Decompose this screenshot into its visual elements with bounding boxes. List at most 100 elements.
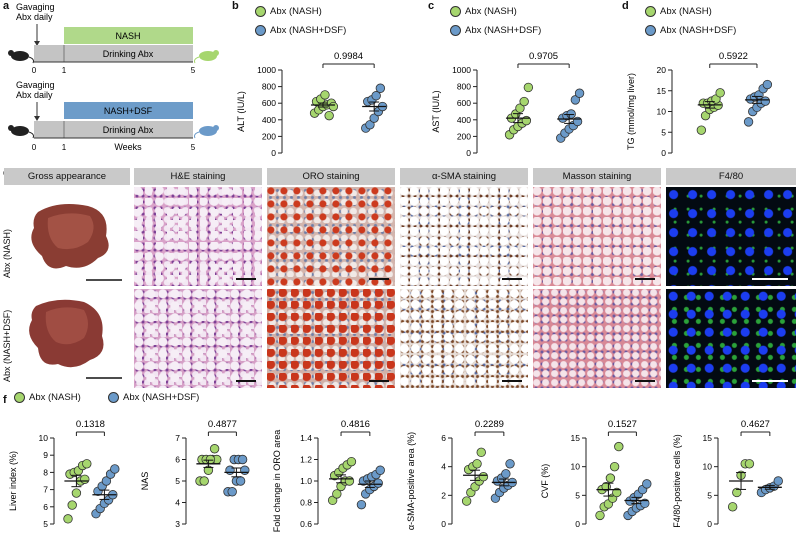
gavage-text-2b: Abx daily	[16, 90, 53, 100]
legend-dot-nash	[450, 5, 461, 17]
p-value: 0.4816	[341, 419, 370, 430]
chart-asma: 0 2 4 6 α-SMA-positive area (%) 0.2289	[406, 419, 517, 530]
legend-c: Abx (NASH) Abx (NASH+DSF)	[450, 2, 541, 40]
data-point	[762, 79, 773, 90]
data-point	[523, 82, 534, 93]
mouse-icon	[8, 50, 34, 64]
y-tick-label: 9	[43, 450, 48, 460]
gavage-text-1b: Abx daily	[16, 12, 53, 22]
p-value: 0.9984	[334, 51, 363, 62]
data-point	[744, 459, 755, 469]
legend-nash-text: Abx (NASH)	[465, 6, 517, 17]
y-tick-label: 0	[575, 519, 580, 529]
scale-bar	[635, 380, 655, 382]
data-point	[743, 117, 754, 127]
header-gross: Gross appearance	[4, 168, 130, 185]
f480-image-nash	[666, 187, 796, 286]
liver-image-nash	[31, 204, 122, 281]
scale-bar	[502, 380, 522, 382]
legend-dot-dsf	[108, 392, 120, 403]
data-point	[63, 514, 73, 524]
gavage-arrowhead-1	[34, 41, 40, 46]
data-point	[235, 476, 246, 486]
header-asma: α-SMA staining	[400, 168, 528, 185]
mouse-icon	[8, 125, 34, 139]
data-point	[476, 447, 486, 458]
data-point	[209, 444, 220, 454]
y-tick-label: 15	[703, 433, 713, 443]
y-tick-label: 400	[457, 115, 471, 125]
legend-dot-dsf	[450, 24, 461, 36]
y-axis-label: NAS	[140, 472, 150, 491]
y-tick-label: 10	[703, 462, 713, 472]
chart-liver-index: 5 6 7 8 9 10 Liver index (%) 0.1318	[8, 419, 120, 529]
scale-bar	[236, 380, 256, 382]
p-value: 0.5922	[719, 51, 748, 62]
chart-oro: 0.6 0.8 1.0 1.2 1.4 Fold change in ORO area 0.…	[272, 419, 385, 533]
data-point	[605, 473, 616, 483]
y-tick-label: 600	[262, 98, 276, 108]
data-point	[240, 465, 250, 475]
data-point	[574, 88, 585, 98]
y-tick-label: 1.2	[300, 455, 312, 465]
scale-bar	[752, 278, 788, 280]
data-point	[609, 461, 620, 472]
data-point	[760, 96, 771, 106]
legend-nash-text: Abx (NASH)	[270, 6, 322, 17]
y-tick-label: 10	[571, 462, 581, 472]
y-tick-label: 1000	[257, 65, 276, 75]
y-tick-label: 0	[466, 148, 471, 158]
row-label-nash: Abx (NASH)	[2, 228, 12, 278]
p-value: 0.4877	[208, 419, 237, 430]
scale-bar	[502, 278, 522, 280]
y-tick-label: 200	[262, 131, 276, 141]
tick-1-1: 1	[62, 66, 67, 75]
y-tick-label: 2	[441, 490, 446, 500]
y-tick-label: 800	[457, 82, 471, 92]
bar-drink-label-2: Drinking Abx	[103, 125, 154, 135]
y-tick-label: 0	[271, 148, 276, 158]
tick-5-2: 5	[191, 143, 196, 152]
gavage-text-1a: Gavaging	[16, 2, 55, 12]
legend-f: Abx (NASH) Abx (NASH+DSF)	[14, 392, 199, 403]
p-value: 0.1318	[76, 419, 105, 430]
timeline-schematic: Gavaging Abx daily NASH Drinking Abx 0 1…	[8, 2, 219, 152]
scale-bar	[236, 278, 256, 280]
chart-f480: 0 5 10 15 F4/80-positive cells (%) 0.4627	[672, 419, 783, 529]
tick-0-2: 0	[32, 143, 37, 152]
asma-image-dsf	[400, 289, 528, 388]
data-point	[566, 109, 576, 119]
legend-dot-nash	[255, 5, 266, 17]
scale-bar	[369, 278, 389, 280]
tick-1-2: 1	[62, 143, 67, 152]
data-point	[478, 471, 489, 482]
panel-label-a: a	[3, 0, 10, 12]
data-point	[612, 487, 622, 498]
y-axis-label: Fold change in ORO area	[272, 430, 282, 533]
y-tick-label: 1.0	[300, 476, 312, 486]
y-axis-label: CVF (%)	[540, 464, 550, 499]
y-tick-label: 5	[43, 519, 48, 529]
data-point	[375, 465, 385, 475]
data-point	[505, 459, 515, 469]
bar-drink-1	[34, 45, 193, 62]
y-tick-label: 0	[441, 519, 446, 529]
data-point	[501, 469, 511, 479]
y-tick-label: 6	[43, 502, 48, 512]
y-tick-label: 20	[657, 65, 667, 75]
y-tick-label: 0.8	[300, 498, 312, 508]
bar-nash-dsf	[64, 102, 193, 119]
y-tick-label: 200	[457, 131, 471, 141]
data-point	[205, 454, 216, 465]
data-point	[365, 120, 375, 130]
legend-b: Abx (NASH) Abx (NASH+DSF)	[255, 2, 346, 40]
data-point	[71, 488, 82, 498]
chart-nas: 3 4 5 6 7 NAS 0.4877	[140, 419, 250, 529]
y-tick-label: 5	[575, 490, 580, 500]
data-point	[515, 103, 525, 113]
data-point	[227, 487, 237, 497]
masson-image-dsf	[533, 289, 661, 388]
y-tick-label: 4	[175, 498, 180, 508]
data-point	[199, 476, 209, 486]
he-image-nash	[134, 187, 262, 286]
